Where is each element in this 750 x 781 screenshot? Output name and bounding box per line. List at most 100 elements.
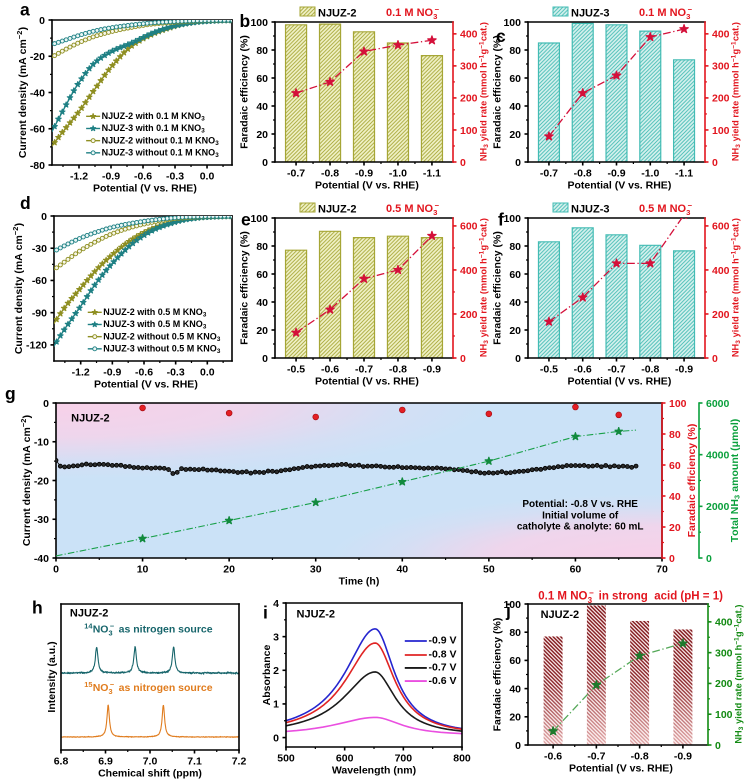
svg-text:40: 40: [509, 297, 521, 309]
svg-text:0: 0: [712, 353, 718, 365]
svg-text:0 . 5 M: 0 . 5 M N O 3 −: [386, 199, 441, 219]
svg-text:-0.6: -0.6: [135, 367, 153, 379]
svg-text:0: 0: [515, 353, 521, 365]
svg-text:-0.6: -0.6: [574, 364, 592, 376]
svg-text:60: 60: [509, 73, 521, 85]
svg-text:100: 100: [503, 599, 521, 611]
svg-text:3: 3: [273, 631, 279, 643]
svg-text:200: 200: [712, 93, 730, 105]
svg-text:N J U Z: N J U Z - 3 w i t h 0 . 5 M K N O 3: [103, 314, 207, 331]
svg-text:-120: -120: [26, 340, 47, 352]
svg-text:N J U Z: N J U Z - 3 w i t h o u t 0 . 5 M K N: [103, 338, 221, 355]
svg-text:-60: -60: [30, 124, 45, 136]
svg-text:400: 400: [460, 29, 478, 41]
svg-text:-0.3: -0.3: [166, 171, 184, 183]
svg-text:0: 0: [515, 157, 521, 169]
svg-text:NJUZ-2: NJUZ-2: [297, 608, 336, 620]
svg-text:0: 0: [41, 211, 47, 223]
svg-text:20: 20: [256, 325, 268, 337]
svg-text:-60: -60: [32, 275, 47, 287]
svg-text:2: 2: [273, 665, 279, 677]
svg-text:P o t e: P o t e n t i a l : - 0 . 8 V v s . R H …: [522, 494, 638, 511]
svg-text:Faradaic efficiency (%): Faradaic efficiency (%): [491, 618, 503, 732]
svg-text:NJUZ-2: NJUZ-2: [541, 609, 580, 621]
svg-text:-0.7: -0.7: [540, 168, 558, 180]
svg-text:0: 0: [712, 157, 718, 169]
svg-text:N J U Z: N J U Z - 2 w i t h 0 . 1 M K N O 3: [102, 106, 206, 123]
svg-text:0: 0: [262, 157, 268, 169]
svg-text:Chemical shift (ppm): Chemical shift (ppm): [98, 767, 202, 779]
svg-text:C u r r: C u r r e n t d e n s i t y ( m A c m ): [13, 411, 34, 546]
svg-text:h: h: [32, 598, 43, 618]
svg-text:1 5 3 −: 1 5 3 − N O a s n i t r o g e n s o u r …: [84, 674, 213, 698]
svg-text:0: 0: [706, 553, 712, 565]
svg-text:0: 0: [669, 553, 675, 565]
svg-text:NJUZ-2: NJUZ-2: [70, 607, 109, 619]
svg-text:-0.8: -0.8: [641, 364, 659, 376]
svg-text:200: 200: [715, 678, 733, 690]
svg-text:80: 80: [509, 241, 521, 253]
svg-text:NJUZ-3: NJUZ-3: [571, 204, 610, 216]
svg-text:100: 100: [250, 17, 268, 29]
svg-text:40: 40: [509, 101, 521, 113]
svg-text:80: 80: [669, 429, 681, 441]
svg-text:P o t e: P o t e n t i a l ( V v s . R H E ): [563, 758, 673, 775]
svg-text:P o t e: P o t e n t i a l ( V v s . R H E ): [562, 175, 672, 192]
svg-text:Initial volume of: Initial volume of: [542, 511, 619, 522]
svg-text:300: 300: [460, 61, 478, 73]
svg-text:700: 700: [395, 753, 413, 765]
svg-text:C u r r: C u r r e n t d e n s i t y ( m A c m ): [5, 219, 26, 354]
svg-text:6000: 6000: [706, 398, 730, 410]
svg-text:Faradaic efficiency (%): Faradaic efficiency (%): [491, 231, 503, 345]
svg-text:-0.9: -0.9: [355, 168, 373, 180]
svg-text:400: 400: [712, 265, 730, 277]
svg-text:-80: -80: [30, 160, 45, 172]
svg-text:T o t a: T o t a l N H a m o u n t ( μ m o l ) 3: [725, 415, 742, 542]
svg-text:P o t e: P o t e n t i a l ( V v s . R H E ): [87, 178, 197, 195]
svg-text:j: j: [505, 601, 511, 621]
svg-text:0 . 1 M: 0 . 1 M N O 3 −: [639, 3, 694, 23]
svg-text:600: 600: [460, 221, 478, 233]
svg-text:Wavelength (nm): Wavelength (nm): [332, 764, 416, 776]
svg-text:-0.9: -0.9: [607, 168, 625, 180]
svg-text:100: 100: [669, 398, 687, 410]
svg-text:Absorbance: Absorbance: [261, 645, 273, 706]
svg-text:N H y: N H y i e l d r a t e ( m m o l h g c: [470, 214, 492, 357]
svg-text:g: g: [5, 384, 16, 404]
svg-text:Faradaic efficiency (%): Faradaic efficiency (%): [686, 424, 698, 538]
svg-text:NJUZ-2: NJUZ-2: [71, 413, 110, 425]
svg-text:-0.6 V: -0.6 V: [429, 675, 457, 687]
svg-text:Faradaic efficiency (%): Faradaic efficiency (%): [491, 35, 503, 149]
svg-text:N H y: N H y i e l d r a t e ( m m o l h g c: [722, 214, 744, 357]
svg-text:0: 0: [515, 740, 521, 752]
svg-text:40: 40: [396, 564, 408, 576]
svg-text:60: 60: [509, 269, 521, 281]
svg-text:-0.8 V: -0.8 V: [429, 649, 457, 661]
svg-text:-0.9: -0.9: [674, 751, 692, 763]
svg-text:0.0: 0.0: [200, 171, 215, 183]
svg-text:100: 100: [715, 709, 733, 721]
svg-text:Time (h): Time (h): [339, 575, 380, 587]
svg-text:-1.0: -1.0: [389, 168, 407, 180]
svg-text:-0.6: -0.6: [321, 364, 339, 376]
svg-text:60: 60: [669, 460, 681, 472]
svg-text:P o t e: P o t e n t i a l ( V v s . R H E ): [88, 374, 198, 391]
svg-text:Faradaic efficiency (%): Faradaic efficiency (%): [238, 35, 250, 149]
svg-text:-0.8: -0.8: [389, 364, 407, 376]
svg-text:a: a: [20, 0, 30, 20]
svg-text:N J U Z: N J U Z - 3 w i t h o u t 0 . 1 M K N: [102, 142, 220, 159]
svg-text:-0.6: -0.6: [134, 171, 152, 183]
svg-text:80: 80: [509, 45, 521, 57]
svg-text:-1.2: -1.2: [70, 171, 88, 183]
svg-text:NJUZ-2: NJUZ-2: [318, 204, 357, 216]
svg-text:-0.7: -0.7: [355, 364, 373, 376]
svg-text:60: 60: [256, 73, 268, 85]
svg-text:-0.7: -0.7: [287, 168, 305, 180]
svg-text:0: 0: [715, 740, 721, 752]
svg-text:-30: -30: [34, 514, 49, 526]
svg-text:-0.9 V: -0.9 V: [429, 635, 457, 647]
svg-text:800: 800: [453, 753, 471, 765]
svg-text:P o t e: P o t e n t i a l ( V v s . R H E ): [562, 371, 672, 388]
svg-text:-0.7: -0.7: [607, 364, 625, 376]
svg-text:4: 4: [273, 598, 279, 610]
